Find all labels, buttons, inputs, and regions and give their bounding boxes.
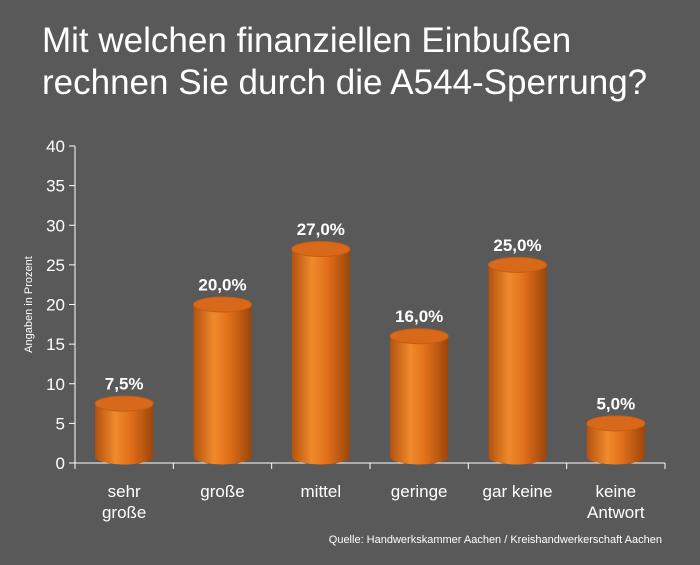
y-tick-label: 0 — [56, 454, 65, 473]
bars — [94, 241, 646, 465]
data-label: 25,0% — [493, 236, 541, 255]
y-tick-label: 20 — [46, 296, 65, 315]
bar — [193, 296, 252, 465]
source-note: Quelle: Handwerkskammer Aachen / Kreisha… — [328, 534, 662, 546]
labels: 7,5% sehr große 20,0% große 27,0% mittel 16,0% g… — [102, 220, 645, 522]
y-tick-label: 10 — [46, 375, 65, 394]
y-axis-label: Angaben in Prozent — [23, 256, 35, 353]
bar-top — [586, 415, 646, 432]
x-tick-label: sehr große — [102, 482, 146, 522]
bar-top — [291, 241, 351, 258]
bar-body — [193, 304, 252, 465]
data-label: 7,5% — [105, 375, 144, 394]
data-label: 16,0% — [395, 307, 443, 326]
x-tick-label: geringe — [391, 482, 448, 501]
x-tick-label: keine Antwort — [587, 482, 645, 522]
bar-top — [389, 328, 449, 345]
y-tick-label: 5 — [56, 414, 65, 433]
bar-body — [291, 249, 350, 465]
y-tick-label: 35 — [46, 177, 65, 196]
bar-body — [586, 423, 645, 465]
y-tick-label: 40 — [46, 137, 65, 156]
bar-body — [390, 336, 449, 465]
bar — [488, 256, 547, 465]
y-tick-label: 25 — [46, 256, 65, 275]
data-label: 5,0% — [596, 394, 635, 413]
y-tick-label: 30 — [46, 216, 65, 235]
bar-top — [488, 256, 547, 273]
bar — [586, 415, 646, 465]
bar — [94, 395, 154, 465]
axes: 0 5 10 15 20 25 30 35 40 Angaben in Prozent — [23, 137, 666, 473]
bar — [291, 241, 351, 465]
x-tick-label: große — [200, 482, 244, 501]
y-tick-label: 15 — [46, 335, 65, 354]
bar-top — [193, 296, 252, 313]
bar-body — [488, 264, 547, 465]
bar-top — [94, 395, 154, 412]
x-tick-label: gar keine — [483, 482, 553, 501]
data-label: 27,0% — [297, 220, 345, 239]
bar — [389, 328, 449, 465]
bar-body — [95, 403, 154, 465]
x-tick-label: mittel — [301, 482, 342, 501]
data-label: 20,0% — [198, 276, 246, 295]
chart-title: Mit welchen finanziellen Einbußen rechne… — [42, 21, 648, 102]
